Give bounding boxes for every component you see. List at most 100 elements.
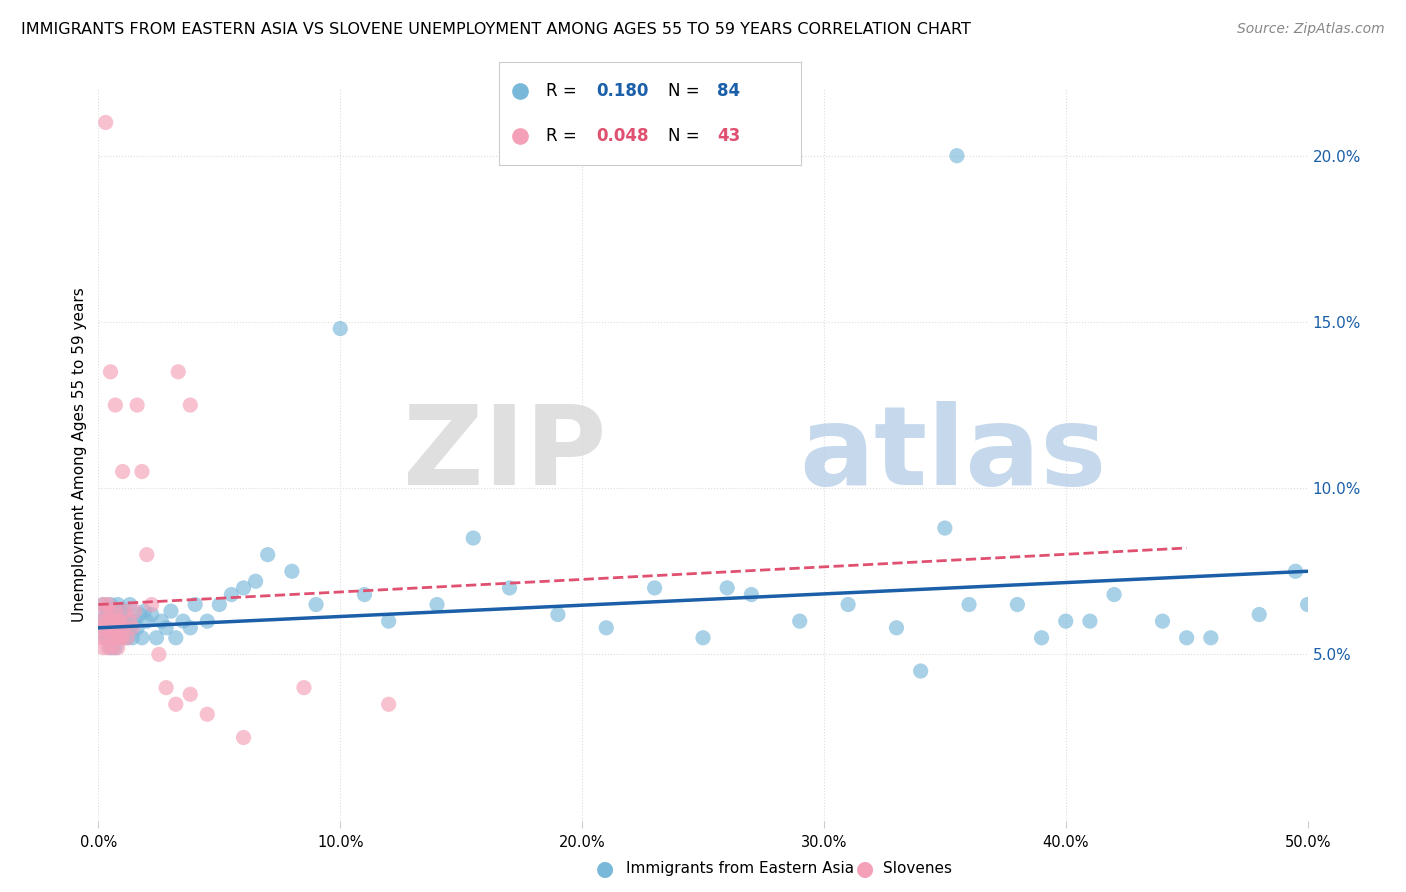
Point	[107, 614, 129, 628]
Point	[124, 604, 146, 618]
Point	[94, 607, 117, 622]
Point	[148, 648, 170, 662]
Point	[100, 631, 122, 645]
Text: R =: R =	[546, 82, 576, 100]
Text: R =: R =	[546, 128, 576, 145]
Point	[1199, 631, 1222, 645]
Point	[100, 604, 122, 618]
Point	[111, 621, 134, 635]
Point	[1296, 598, 1319, 612]
Point	[91, 640, 114, 655]
Point	[426, 598, 449, 612]
Point	[121, 631, 143, 645]
Point	[377, 614, 399, 628]
Point	[114, 604, 136, 618]
Point	[131, 631, 153, 645]
Point	[91, 598, 114, 612]
Point	[184, 598, 207, 612]
Point	[167, 365, 190, 379]
Point	[131, 465, 153, 479]
Point	[108, 604, 131, 618]
Point	[108, 621, 131, 635]
Text: N =: N =	[668, 82, 700, 100]
Point	[118, 614, 141, 628]
Point	[145, 631, 167, 645]
Point	[114, 621, 136, 635]
Text: Immigrants from Eastern Asia: Immigrants from Eastern Asia	[626, 862, 853, 876]
Point	[281, 564, 304, 578]
Point	[91, 598, 114, 612]
Point	[100, 365, 122, 379]
Point	[155, 621, 177, 635]
Point	[117, 631, 139, 645]
Point	[957, 598, 980, 612]
Point	[179, 621, 201, 635]
Point	[692, 631, 714, 645]
Point	[789, 614, 811, 628]
Point	[111, 614, 134, 628]
Point	[100, 598, 122, 612]
Point	[256, 548, 278, 562]
Point	[1249, 607, 1271, 622]
Point	[107, 614, 129, 628]
Point	[111, 631, 134, 645]
Point	[111, 465, 134, 479]
Point	[100, 614, 122, 628]
Point	[107, 598, 129, 612]
Point	[97, 621, 120, 635]
Point	[97, 640, 120, 655]
Point	[97, 604, 120, 618]
Point	[104, 604, 127, 618]
Point	[104, 624, 127, 639]
Point	[1054, 614, 1077, 628]
Point	[94, 604, 117, 618]
Point	[101, 604, 124, 618]
Point	[1031, 631, 1053, 645]
Text: IMMIGRANTS FROM EASTERN ASIA VS SLOVENE UNEMPLOYMENT AMONG AGES 55 TO 59 YEARS C: IMMIGRANTS FROM EASTERN ASIA VS SLOVENE …	[21, 22, 972, 37]
Point	[104, 398, 127, 412]
Point	[644, 581, 666, 595]
Point	[195, 614, 218, 628]
Point	[232, 581, 254, 595]
Point	[150, 614, 173, 628]
Point	[100, 614, 122, 628]
Point	[135, 548, 157, 562]
Point	[595, 621, 617, 635]
Point	[91, 621, 114, 635]
Point	[1152, 614, 1174, 628]
Point	[94, 631, 117, 645]
Point	[1007, 598, 1029, 612]
Point	[165, 631, 187, 645]
Point	[837, 598, 859, 612]
Point	[353, 588, 375, 602]
Point	[90, 614, 112, 628]
Point	[305, 598, 328, 612]
Point	[377, 698, 399, 712]
Text: Slovenes: Slovenes	[883, 862, 952, 876]
Point	[1175, 631, 1198, 645]
Text: 43: 43	[717, 128, 740, 145]
Point	[232, 731, 254, 745]
Point	[104, 631, 127, 645]
Point	[127, 621, 149, 635]
Point	[118, 621, 141, 635]
Point	[179, 687, 201, 701]
Point	[134, 604, 156, 618]
Point	[160, 604, 183, 618]
Point	[107, 631, 129, 645]
Text: 84: 84	[717, 82, 740, 100]
Point	[155, 681, 177, 695]
Point	[117, 614, 139, 628]
Point	[90, 614, 112, 628]
Point	[292, 681, 315, 695]
Point	[135, 614, 157, 628]
Text: N =: N =	[668, 128, 700, 145]
Text: 0.048: 0.048	[596, 128, 648, 145]
Point	[1284, 564, 1306, 578]
Point	[97, 598, 120, 612]
Point	[910, 664, 932, 678]
Text: ZIP: ZIP	[404, 401, 606, 508]
Point	[141, 607, 163, 622]
Point	[107, 624, 129, 639]
Point	[165, 698, 187, 712]
